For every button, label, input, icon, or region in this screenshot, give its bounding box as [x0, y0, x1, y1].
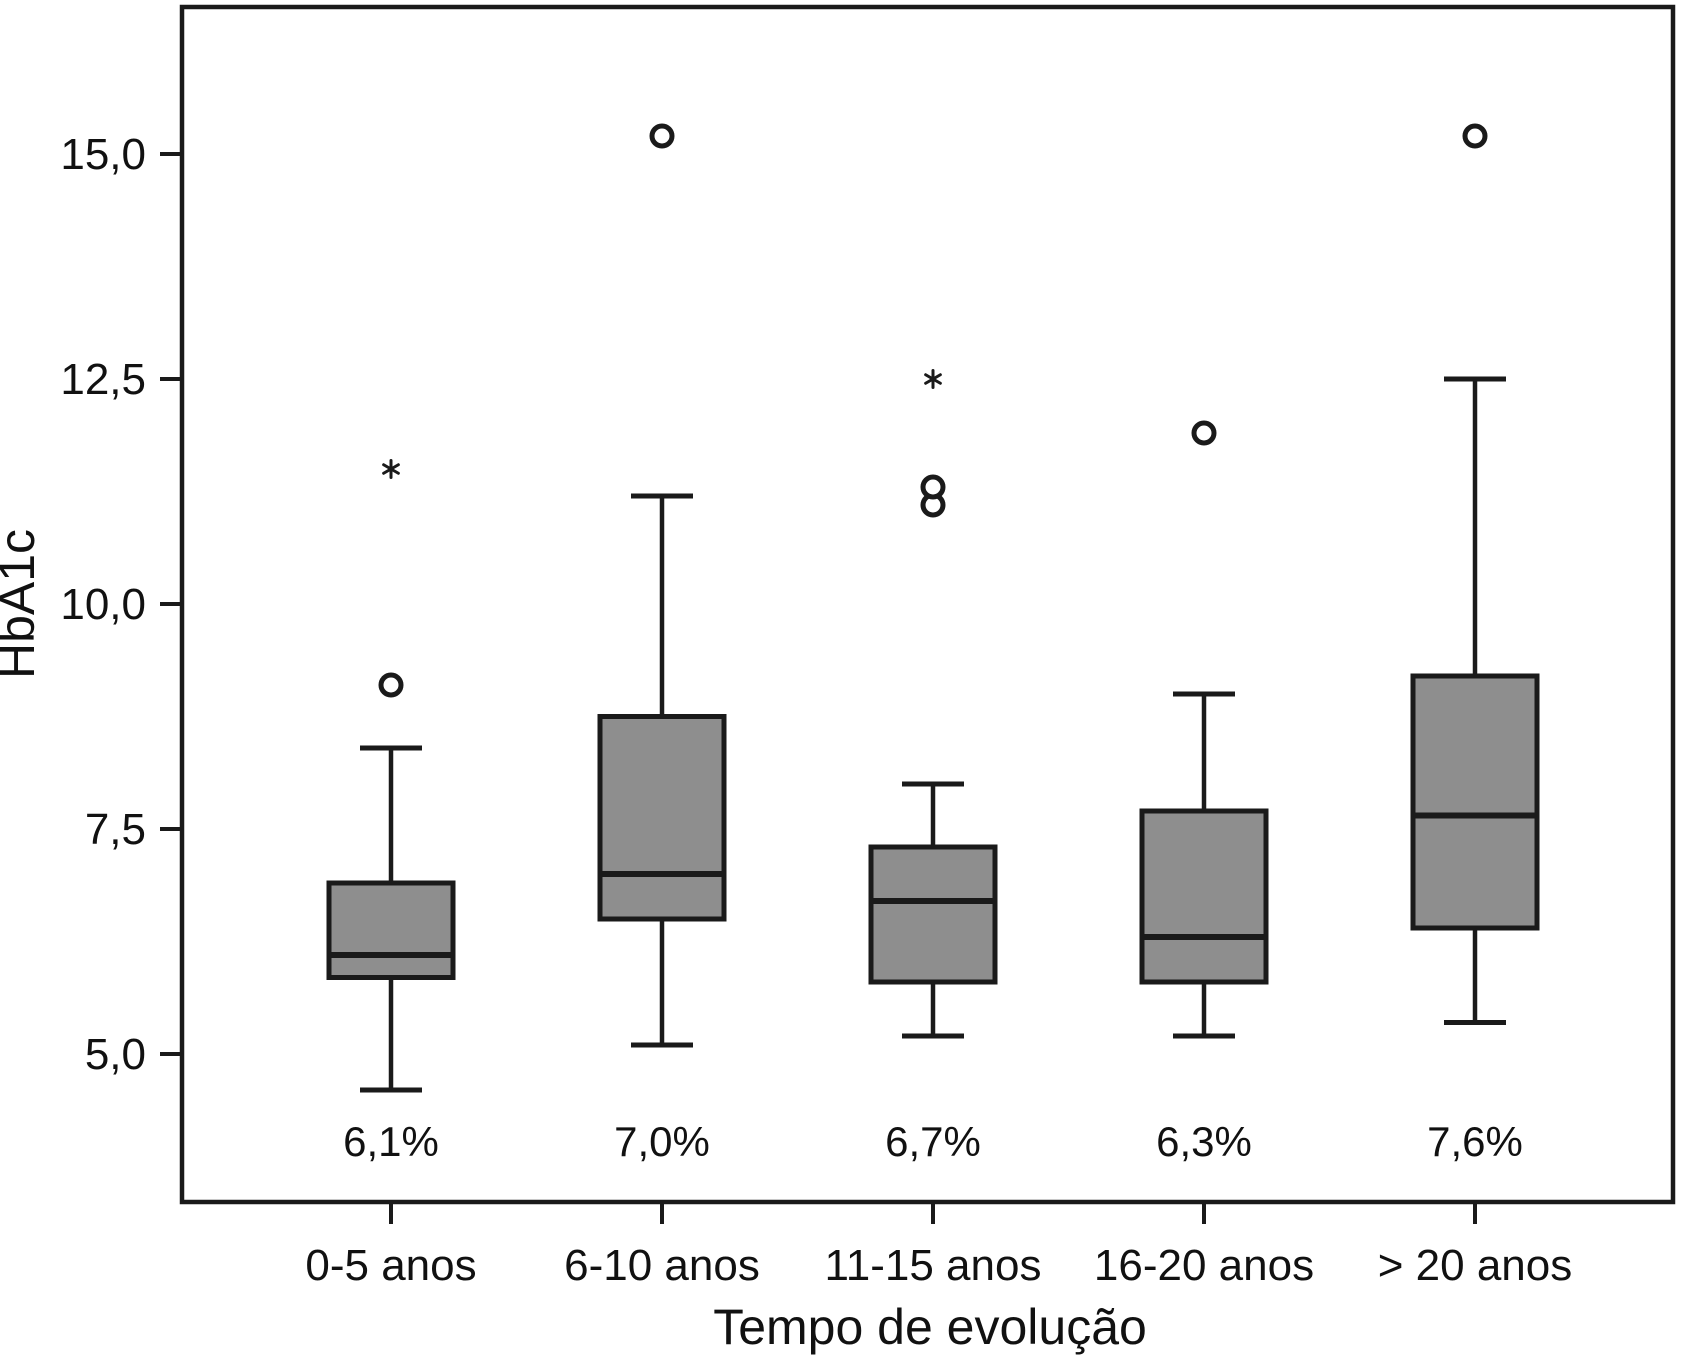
- outlier-circle: [1191, 420, 1217, 446]
- y-tick-label: 15,0: [60, 130, 146, 179]
- box-iqr: [597, 714, 727, 922]
- box-iqr: [1139, 808, 1269, 985]
- median-value-label: 6,7%: [885, 1118, 981, 1165]
- x-category-label: > 20 anos: [1378, 1241, 1573, 1290]
- x-category-label: 6-10 anos: [564, 1241, 760, 1290]
- y-tick-label: 7,5: [85, 805, 146, 854]
- median-value-label: 6,1%: [343, 1118, 439, 1165]
- median-value-label: 7,0%: [614, 1118, 710, 1165]
- x-axis-title: Tempo de evolução: [713, 1299, 1147, 1355]
- y-axis-title: HbA1c: [0, 529, 45, 679]
- box-iqr: [868, 844, 998, 985]
- y-tick-label: 12,5: [60, 355, 146, 404]
- x-category-label: 11-15 anos: [825, 1241, 1042, 1290]
- extreme-asterisk-stroke: [382, 463, 400, 475]
- x-category-label: 0-5 anos: [305, 1241, 476, 1290]
- y-tick-label: 5,0: [85, 1030, 146, 1079]
- median-value-label: 7,6%: [1427, 1118, 1523, 1165]
- median-value-label: 6,3%: [1156, 1118, 1252, 1165]
- outlier-circle: [378, 672, 404, 698]
- box-iqr: [1410, 673, 1540, 931]
- box-iqr: [326, 880, 456, 980]
- outlier-circle: [649, 123, 675, 149]
- y-tick-label: 10,0: [60, 580, 146, 629]
- x-category-label: 16-20 anos: [1094, 1241, 1314, 1290]
- extreme-asterisk-stroke: [924, 373, 942, 385]
- plot-frame: [179, 4, 1676, 1205]
- outlier-circle: [920, 474, 946, 500]
- outlier-circle: [1462, 123, 1488, 149]
